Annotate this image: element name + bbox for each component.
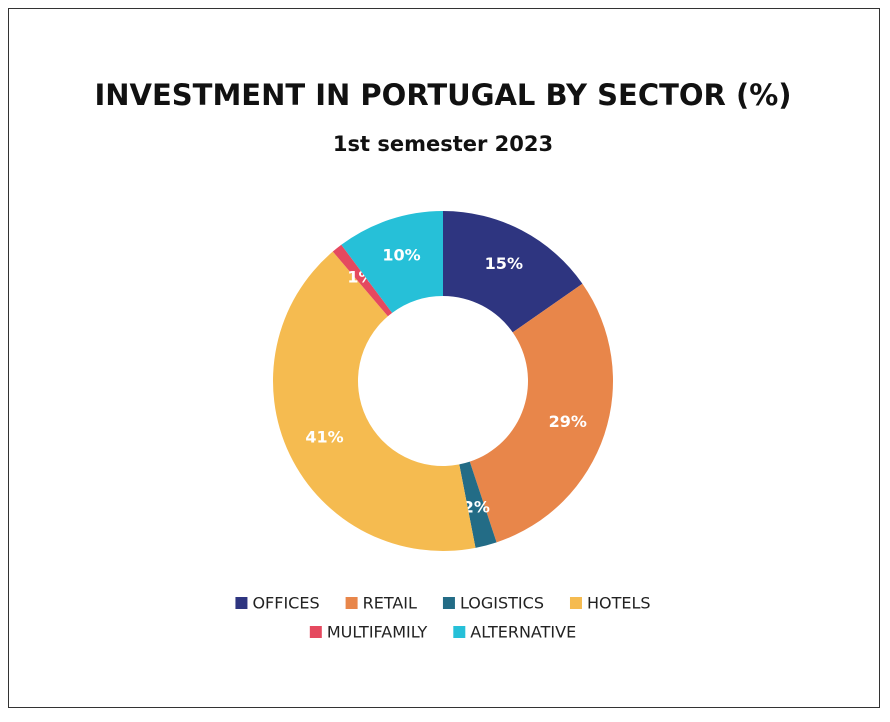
legend-swatch [453, 626, 466, 638]
slice [332, 244, 393, 317]
chart-title: INVESTMENT IN PORTUGAL BY SECTOR (%) [94, 78, 791, 112]
chart-subtitle: 1st semester 2023 [333, 132, 553, 156]
legend-label: ALTERNATIVE [470, 623, 576, 642]
data-label: 2% [463, 498, 490, 517]
slice [272, 251, 476, 551]
legend-label: RETAIL [363, 594, 417, 613]
legend-swatch [569, 597, 582, 609]
legend-swatch [309, 626, 322, 638]
legend-label: MULTIFAMILY [327, 623, 428, 642]
slice [459, 461, 497, 548]
slice [469, 283, 613, 543]
legend-swatch [442, 597, 455, 609]
data-label: 15% [485, 254, 523, 273]
legend-swatch [345, 597, 358, 609]
data-label: 10% [382, 246, 420, 265]
data-label: 41% [305, 428, 343, 447]
slice [341, 211, 443, 313]
legend-swatch [235, 597, 248, 609]
legend-label: HOTELS [587, 594, 651, 613]
chart-frame [8, 8, 880, 708]
data-label: 29% [549, 412, 587, 431]
legend-label: LOGISTICS [460, 594, 544, 613]
legend-label: OFFICES [252, 594, 319, 613]
slice [443, 211, 583, 333]
